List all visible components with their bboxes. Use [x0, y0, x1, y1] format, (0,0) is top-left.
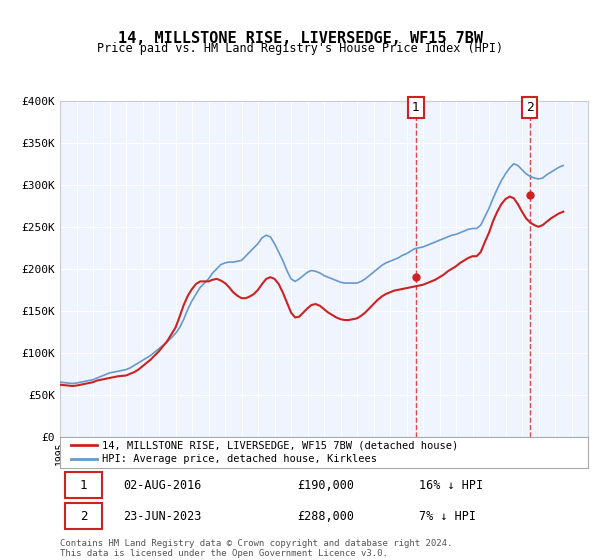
Text: £288,000: £288,000 — [298, 510, 355, 522]
Text: 14, MILLSTONE RISE, LIVERSEDGE, WF15 7BW: 14, MILLSTONE RISE, LIVERSEDGE, WF15 7BW — [118, 31, 482, 46]
Text: 2: 2 — [80, 510, 88, 522]
Text: 1: 1 — [80, 479, 88, 492]
Text: Contains HM Land Registry data © Crown copyright and database right 2024.
This d: Contains HM Land Registry data © Crown c… — [60, 539, 452, 558]
Text: 16% ↓ HPI: 16% ↓ HPI — [419, 479, 483, 492]
Text: 02-AUG-2016: 02-AUG-2016 — [124, 479, 202, 492]
Text: 7% ↓ HPI: 7% ↓ HPI — [419, 510, 476, 522]
Text: HPI: Average price, detached house, Kirklees: HPI: Average price, detached house, Kirk… — [102, 454, 377, 464]
Text: 1: 1 — [412, 101, 420, 114]
Text: £190,000: £190,000 — [298, 479, 355, 492]
FancyBboxPatch shape — [65, 503, 102, 529]
FancyBboxPatch shape — [65, 473, 102, 498]
Text: 23-JUN-2023: 23-JUN-2023 — [124, 510, 202, 522]
Text: Price paid vs. HM Land Registry's House Price Index (HPI): Price paid vs. HM Land Registry's House … — [97, 42, 503, 55]
Text: 2: 2 — [526, 101, 533, 114]
Text: 14, MILLSTONE RISE, LIVERSEDGE, WF15 7BW (detached house): 14, MILLSTONE RISE, LIVERSEDGE, WF15 7BW… — [102, 440, 458, 450]
